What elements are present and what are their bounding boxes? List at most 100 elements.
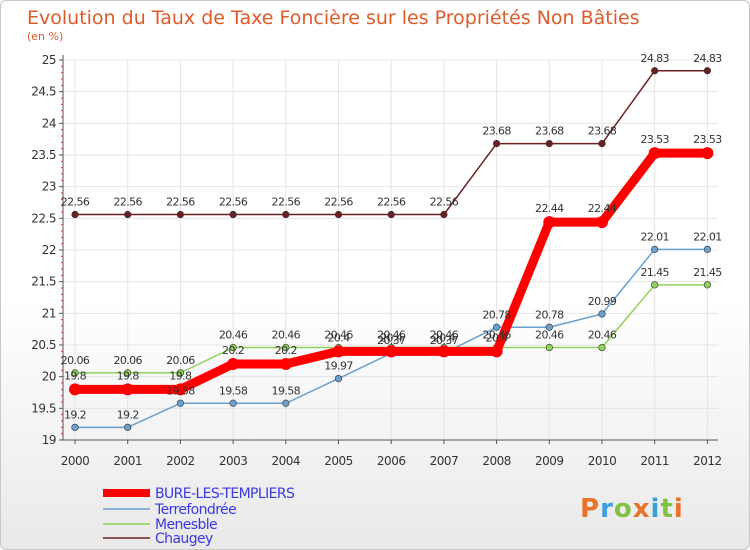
x-tick-label: 2004 — [272, 454, 301, 468]
data-label: 20.37 — [430, 334, 459, 347]
data-label: 20.37 — [377, 334, 406, 347]
data-point — [176, 399, 184, 407]
y-tick-label: 22.5 — [31, 211, 56, 225]
data-label: 20.46 — [324, 329, 353, 342]
data-label: 22.56 — [324, 196, 353, 209]
data-point — [703, 67, 712, 75]
data-label: 20.78 — [482, 308, 511, 321]
data-point — [596, 216, 608, 229]
logo-letter: r — [600, 494, 614, 524]
y-tick-label: 22 — [42, 243, 56, 257]
data-label: 22.44 — [535, 202, 564, 215]
data-point — [227, 358, 240, 370]
y-tick-label: 20.5 — [31, 338, 56, 352]
data-point — [124, 369, 132, 377]
data-label: 20.46 — [535, 329, 564, 342]
grid — [63, 59, 718, 441]
data-label: 24.83 — [640, 52, 669, 65]
data-point — [71, 210, 79, 219]
data-point — [334, 210, 343, 219]
y-tick-label: 19 — [42, 433, 56, 447]
data-label: 24.83 — [693, 52, 722, 65]
logo-letter: i — [674, 494, 684, 524]
data-point — [545, 343, 553, 352]
logo-letter: o — [614, 494, 633, 524]
data-point — [334, 374, 343, 383]
axes: 19 19.5 20 20.5 21 21.5 22 22.5 23 23.5 24 24.5 25 20… — [31, 53, 722, 468]
y-tick-label: 23.5 — [31, 148, 56, 162]
data-point — [598, 140, 606, 148]
data-point — [440, 210, 448, 219]
data-label: 22.56 — [113, 196, 142, 209]
data-point — [545, 140, 553, 148]
y-tick-label: 20 — [42, 370, 56, 384]
data-label: 19.58 — [272, 384, 301, 397]
data-point — [493, 323, 501, 331]
data-point — [282, 210, 290, 219]
data-point — [651, 245, 659, 253]
data-point — [701, 147, 714, 160]
x-tick-label: 2009 — [535, 454, 564, 468]
data-point — [124, 423, 132, 431]
data-point — [229, 210, 237, 219]
data-label: 23.68 — [482, 125, 511, 138]
data-point — [648, 147, 661, 160]
data-label: 20.46 — [482, 329, 511, 342]
legend-entry: Chaugey — [155, 531, 213, 547]
data-point — [598, 343, 606, 352]
data-label: 20.4 — [327, 331, 350, 344]
data-label: 23.53 — [640, 133, 669, 146]
data-label: 19.2 — [117, 408, 139, 421]
data-label: 23.53 — [693, 133, 722, 146]
data-label: 19.8 — [169, 369, 192, 382]
data-label: 19.8 — [117, 369, 140, 382]
data-label: 22.56 — [430, 196, 459, 209]
data-point — [493, 140, 501, 148]
data-point — [174, 383, 187, 396]
data-label: 20.99 — [588, 295, 617, 308]
data-label: 20.06 — [61, 354, 90, 367]
data-label: 22.44 — [588, 202, 617, 215]
data-label: 19.2 — [64, 408, 86, 421]
data-label: 20.4 — [380, 331, 403, 344]
unit-label: (en %) — [27, 30, 63, 43]
x-tick-label: 2006 — [377, 454, 406, 468]
data-label: 22.56 — [272, 196, 301, 209]
data-point — [387, 210, 395, 219]
data-label: 20.46 — [588, 329, 617, 342]
legend: BURE-LES-TEMPLIERSTerrefondréeMenesbleCh… — [103, 486, 296, 547]
legend-entry: Menesble — [155, 517, 217, 533]
x-tick-label: 2007 — [430, 454, 459, 468]
data-point — [651, 67, 659, 75]
data-label: 22.01 — [640, 230, 669, 243]
data-label: 22.56 — [219, 196, 248, 209]
data-label: 23.68 — [588, 125, 617, 138]
x-tick-label: 2012 — [693, 454, 722, 468]
data-label: 20.2 — [275, 344, 297, 357]
data-label: 22.56 — [61, 196, 90, 209]
data-label: 20.46 — [377, 329, 406, 342]
data-label: 22.56 — [166, 196, 195, 209]
data-point — [332, 345, 345, 358]
data-point — [279, 358, 292, 370]
data-point — [385, 345, 398, 358]
series-layer — [69, 67, 714, 431]
y-tick-label: 24 — [42, 116, 56, 130]
data-point — [229, 343, 237, 352]
data-label: 21.45 — [640, 266, 669, 279]
logo-letter: P — [580, 494, 600, 524]
data-point — [121, 383, 134, 396]
data-label: 22.01 — [693, 230, 722, 243]
data-label: 19.58 — [219, 384, 248, 397]
data-label: 20.78 — [535, 308, 564, 321]
data-label: 20.06 — [166, 354, 195, 367]
data-point — [437, 345, 450, 358]
logo-letter: i — [651, 494, 661, 524]
data-label: 19.97 — [324, 360, 353, 373]
y-tick-label: 21.5 — [31, 275, 56, 289]
data-label: 22.56 — [377, 196, 406, 209]
data-point — [703, 245, 712, 253]
data-point — [71, 423, 79, 431]
y-tick-label: 19.5 — [31, 401, 56, 415]
